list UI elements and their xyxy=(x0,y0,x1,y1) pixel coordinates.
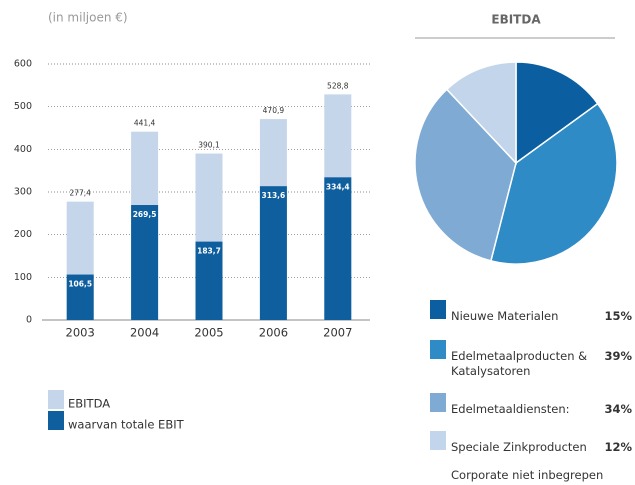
value-label: 313,6 xyxy=(262,191,286,200)
y-tick-label: 500 xyxy=(14,101,32,112)
legend-label: Edelmetaaldiensten: xyxy=(451,402,570,416)
chart-title: EBITDA xyxy=(491,13,541,27)
bar xyxy=(131,205,159,320)
legend-swatch xyxy=(430,340,446,359)
legend-value: 34% xyxy=(604,402,632,416)
pie-slice xyxy=(515,61,599,165)
legend-label: waarvan totale EBIT xyxy=(68,418,185,432)
bar xyxy=(259,186,287,320)
legend-swatch xyxy=(430,431,446,450)
value-label: 277,4 xyxy=(69,189,91,198)
value-label: 183,7 xyxy=(197,247,221,256)
y-tick-label: 100 xyxy=(14,272,32,283)
x-tick-label: 2005 xyxy=(194,326,223,340)
legend-label: Edelmetaalproducten & Katalysatoren xyxy=(451,349,588,378)
legend-swatch xyxy=(430,300,446,319)
legend-value: 39% xyxy=(604,349,632,363)
x-tick-label: 2003 xyxy=(66,326,95,340)
pie-slice xyxy=(489,102,618,265)
legend-swatch xyxy=(48,390,64,409)
bar xyxy=(324,177,352,320)
value-label: 106,5 xyxy=(68,280,92,289)
legend-swatch xyxy=(430,393,446,412)
value-label: 390,1 xyxy=(198,141,220,150)
x-tick-label: 2006 xyxy=(259,326,288,340)
legend-value: 12% xyxy=(604,440,632,454)
y-tick-label: 300 xyxy=(14,187,32,198)
pie-slice xyxy=(445,61,517,165)
legend-value: 15% xyxy=(604,309,632,323)
y-tick-label: 200 xyxy=(14,229,32,240)
bar xyxy=(195,241,223,320)
legend-swatch xyxy=(48,411,64,430)
value-label: 470,9 xyxy=(263,106,285,115)
x-tick-label: 2004 xyxy=(130,326,159,340)
x-tick-label: 2007 xyxy=(323,326,352,340)
bar xyxy=(66,274,94,320)
y-tick-label: 0 xyxy=(26,315,32,326)
y-tick-label: 600 xyxy=(14,59,32,70)
legend-label: Speciale Zinkproducten xyxy=(451,440,587,454)
value-label: 334,4 xyxy=(326,182,350,191)
legend-label: EBITDA xyxy=(68,397,110,411)
note: Corporate niet inbegrepen xyxy=(451,468,604,482)
value-label: 528,8 xyxy=(327,81,349,90)
legend-label: Nieuwe Materialen xyxy=(451,309,559,323)
value-label: 441,4 xyxy=(134,119,156,128)
value-label: 269,5 xyxy=(133,210,157,219)
subtitle: (in miljoen €) xyxy=(48,11,128,25)
pie-slice xyxy=(414,88,517,262)
y-tick-label: 400 xyxy=(14,144,32,155)
